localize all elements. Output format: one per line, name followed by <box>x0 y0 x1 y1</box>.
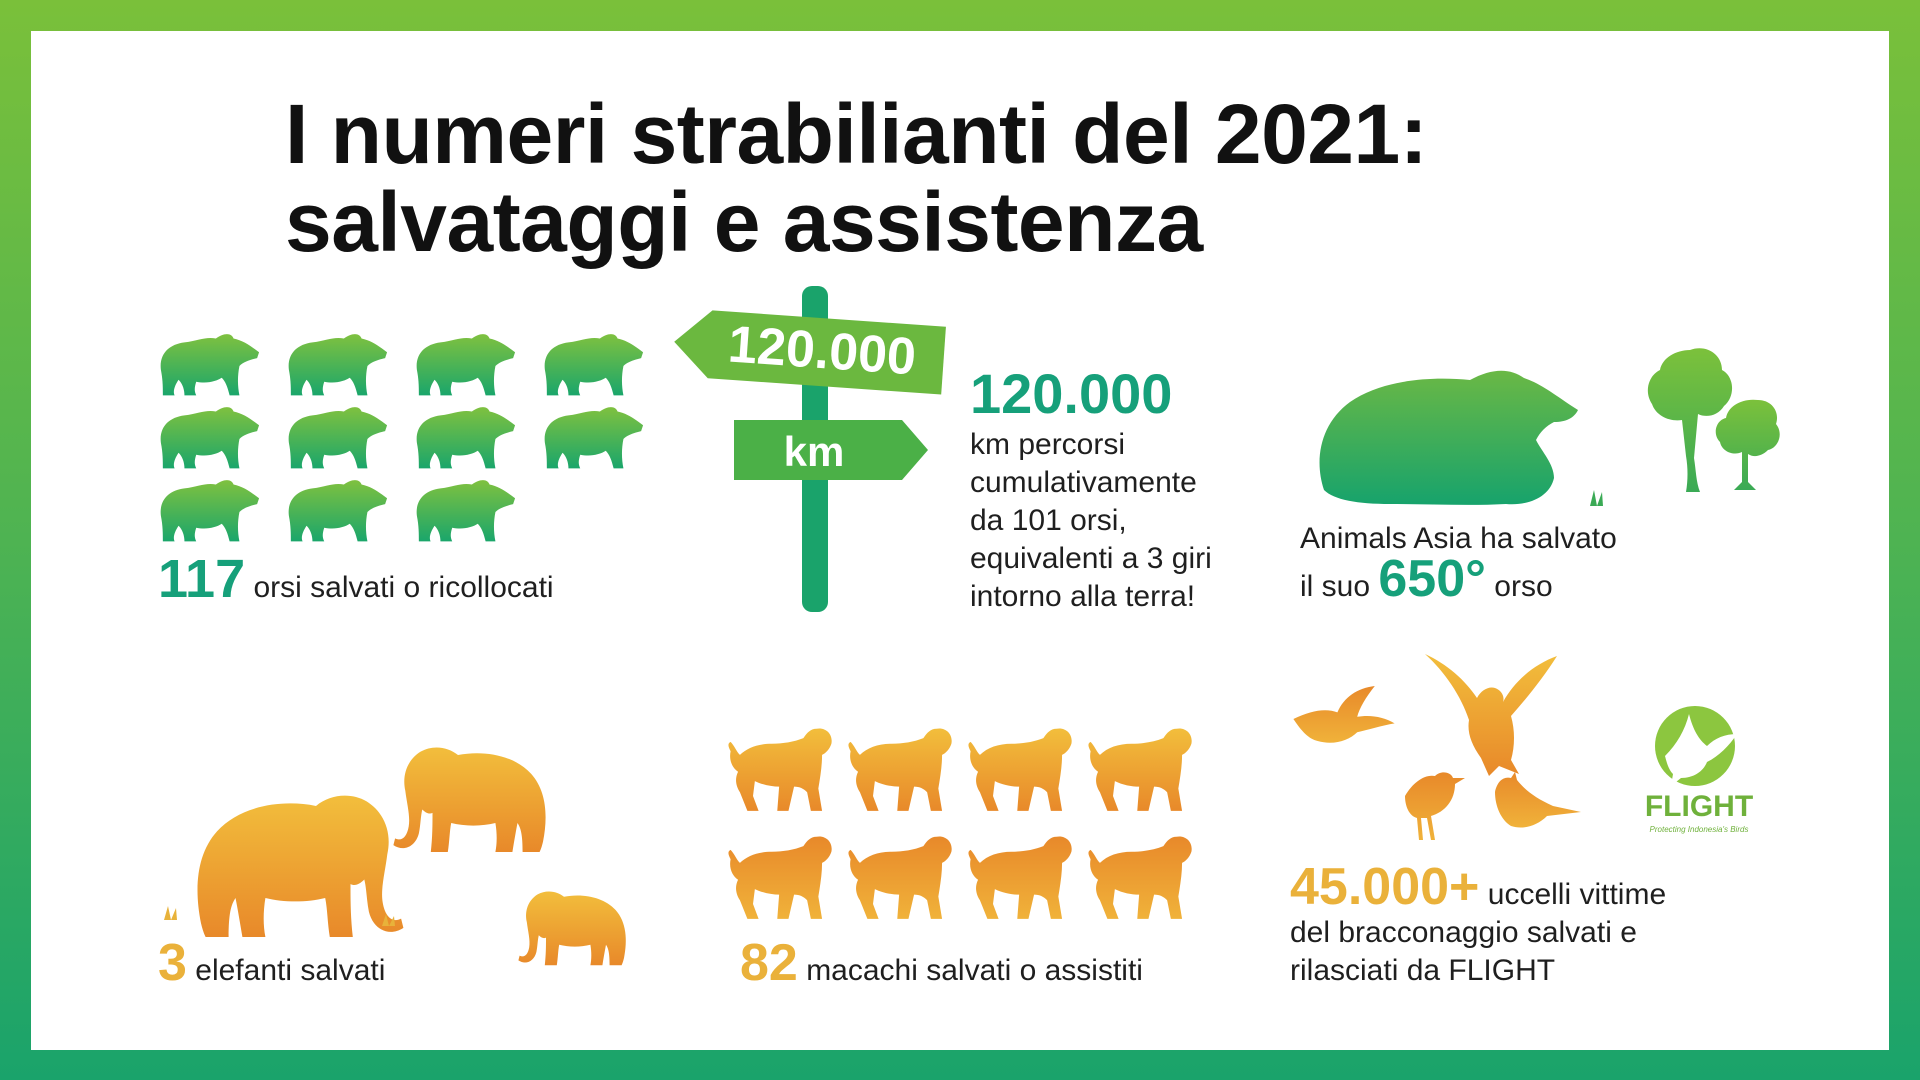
birds-line-2: del bracconaggio salvati e <box>1290 916 1637 949</box>
bears-stat: 117 orsi salvati o ricollocati <box>158 552 554 607</box>
bear-silhouette-icon <box>288 334 388 396</box>
animals-asia-count: 650° <box>1378 550 1486 608</box>
bird-icon <box>1293 686 1395 743</box>
macaques-count: 82 <box>740 934 798 992</box>
bear-silhouette-icon <box>544 334 644 396</box>
title-line-2: salvataggi e assistenza <box>285 175 1203 269</box>
bear-silhouette-icon <box>288 407 388 469</box>
flight-logo: FLIGHT Protecting Indonesia's Birds <box>1645 706 1753 834</box>
bears-text: orsi salvati o ricollocati <box>253 571 554 604</box>
animals-asia-line-1: Animals Asia ha salvato <box>1300 522 1617 555</box>
bear-silhouette-icon <box>160 334 260 396</box>
tree-icon <box>1715 399 1780 490</box>
tree-icon <box>1647 348 1733 492</box>
macaque-icon <box>728 728 832 811</box>
resting-bear-icon <box>1319 370 1578 505</box>
animals-asia-post: orso <box>1494 570 1553 603</box>
flight-logo-name: FLIGHT <box>1645 790 1753 823</box>
animals-asia-pre: il suo <box>1300 570 1371 603</box>
birds-stat: 45.000+ uccelli vittime del bracconaggio… <box>1290 861 1667 990</box>
elephants-stat: 3 elefanti salvati <box>158 937 386 990</box>
signpost-bottom-label: km <box>784 428 845 475</box>
signpost-top-label: 120.000 <box>726 316 918 387</box>
grass-icon <box>1590 490 1603 506</box>
distance-line-2: cumulativamente <box>970 466 1197 499</box>
bird-icon <box>1425 654 1557 776</box>
bears-count: 117 <box>158 549 246 609</box>
macaque-icon <box>848 836 952 919</box>
resting-bear-scene <box>1319 348 1780 506</box>
macaques-grid <box>728 728 1192 919</box>
grass-icon <box>382 914 395 926</box>
macaque-icon <box>1088 728 1192 811</box>
page-title: I numeri strabilianti del 2021: salvatag… <box>285 87 1428 269</box>
distance-value: 120.000 <box>970 362 1173 425</box>
bear-silhouette-icon <box>416 334 516 396</box>
birds-group <box>1293 654 1581 840</box>
bird-icon <box>1495 772 1581 828</box>
birds-count: 45.000+ <box>1290 858 1480 916</box>
bear-silhouette-icon <box>288 480 388 542</box>
title-line-1: I numeri strabilianti del 2021: <box>285 87 1428 181</box>
distance-line-3: da 101 orsi, <box>970 504 1127 537</box>
signpost-icon: 120.000 km <box>674 286 946 612</box>
bear-silhouette-icon <box>160 480 260 542</box>
elephant-icon <box>197 795 404 938</box>
elephant-icon <box>393 747 546 852</box>
macaque-icon <box>968 836 1072 919</box>
bird-icon <box>1405 772 1465 840</box>
birds-line-1: uccelli vittime <box>1487 878 1667 911</box>
distance-line-4: equivalenti a 3 giri <box>970 542 1212 575</box>
distance-line-5: intorno alla terra! <box>970 580 1196 613</box>
elephants-count: 3 <box>158 934 187 992</box>
elephants-group <box>164 747 626 966</box>
macaques-text: macachi salvati o assistiti <box>806 954 1143 987</box>
macaque-icon <box>1088 836 1192 919</box>
bear-silhouette-icon <box>416 480 516 542</box>
macaque-icon <box>848 728 952 811</box>
elephants-text: elefanti salvati <box>195 954 386 987</box>
dove-icon <box>1665 714 1737 786</box>
bear-silhouette-icon <box>416 407 516 469</box>
macaques-stat: 82 macachi salvati o assistiti <box>740 937 1143 990</box>
bear-silhouette-icon <box>160 407 260 469</box>
macaque-icon <box>728 836 832 919</box>
flight-logo-tagline: Protecting Indonesia's Birds <box>1650 825 1749 834</box>
macaque-icon <box>968 728 1072 811</box>
elephant-icon <box>518 891 626 966</box>
grass-icon <box>164 906 177 920</box>
bear-silhouette-icon <box>544 407 644 469</box>
birds-line-3: rilasciati da FLIGHT <box>1290 954 1556 987</box>
distance-line-1: km percorsi <box>970 428 1126 461</box>
animals-asia-stat: Animals Asia ha salvato il suo 650° orso <box>1300 520 1617 606</box>
bears-grid <box>160 334 644 542</box>
distance-stat: 120.000 km percorsi cumulativamente da 1… <box>970 362 1212 616</box>
